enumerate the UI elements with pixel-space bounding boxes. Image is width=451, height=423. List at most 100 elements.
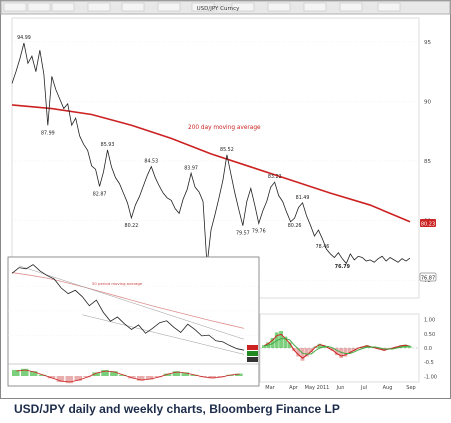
annotation-83.22: 83.22 [268,174,282,180]
weekly-tag-3 [247,357,258,362]
daily-x-tick: Jun [336,385,345,391]
daily-y-tick-85: 85 [424,159,431,165]
toolbar-button-5[interactable] [121,2,145,12]
weekly-macd-bar [217,376,225,378]
daily-macd-bar [352,348,356,351]
daily-macd-bar [287,342,292,348]
weekly-inset: 50 period moving average [7,256,260,387]
toolbar-button-1[interactable] [3,2,27,12]
weekly-macd-bar [128,376,136,379]
daily-y-tick-95: 95 [424,40,431,46]
annotation-94.99: 94.99 [17,35,31,41]
annotation-85.93: 85.93 [101,142,115,148]
toolbar-button-6[interactable] [157,2,181,12]
weekly-macd-bar [172,371,181,376]
daily-x-tick: May 2011 [305,385,330,391]
daily-macd-bar [279,331,283,348]
toolbar-button-3[interactable] [51,2,75,12]
daily-macd-bar [309,348,313,353]
weekly-macd-bar [92,372,100,376]
weekly-ma-line [11,272,245,329]
toolbar-buttons [3,2,401,12]
weekly-macd-bar [181,372,190,376]
current-price-tag-box [419,272,437,282]
bloomberg-toolbar: USD/JPY Curncy [0,0,451,15]
daily-macd-y-axis: 1.00 0.50 0.0 -0.5 -1.00 [424,318,437,381]
weekly-trendline-lower [82,314,245,355]
weekly-macd-bar [38,374,47,376]
macd-y-tick: 0.50 [424,332,435,338]
annotation-80.26: 80.26 [288,223,302,229]
annotation-80.22: 80.22 [125,223,139,229]
chart-caption: USD/JPY daily and weekly charts, Bloombe… [14,402,340,416]
daily-y-tick-90: 90 [424,99,431,105]
weekly-macd-bar [101,370,109,376]
weekly-inset-border [7,256,260,387]
daily-macd-bar [317,343,322,348]
weekly-macd-bar [12,370,20,376]
weekly-macd-bar [83,376,91,378]
toolbar-button-8[interactable] [231,2,255,12]
daily-macd-bar [283,336,288,348]
daily-macd-bar [304,348,309,357]
daily-x-tick: Mar [265,385,275,391]
weekly-macd-bar [110,371,118,376]
weekly-macd-bar [190,374,199,376]
annotation-78.46: 78.46 [316,244,330,250]
daily-macd-bar [407,345,412,348]
daily-gridlines [12,41,419,281]
last-price-tag-box [420,219,436,227]
weekly-macd-bar [235,373,243,376]
macd-y-tick: 0.0 [424,346,432,352]
price-annotations: 94.99 87.99 82.87 85.93 80.22 84.53 80.26 83.97… [17,35,351,276]
weekly-macd-bar [47,376,56,379]
weekly-macd-bar [29,371,38,376]
price-line [11,42,411,266]
ma-label: 200 day moving average [188,125,261,131]
daily-macd-signal [264,338,410,355]
weekly-ma-legend: 50 period moving average [92,281,143,286]
daily-macd-bar [296,348,301,357]
daily-macd-bar [270,338,275,348]
weekly-macd-bar [65,376,74,384]
weekly-price-line [11,264,245,351]
toolbar-button-7[interactable] [191,2,215,12]
daily-macd-bar [343,348,348,357]
daily-macd-line [263,333,410,359]
toolbar-button-10[interactable] [303,2,327,12]
moving-average-line [11,104,411,223]
toolbar-button-11[interactable] [339,2,363,12]
daily-plot-area [11,17,420,299]
weekly-macd-bar [119,374,127,376]
weekly-macd-bar [208,376,216,379]
annotation-84.53: 84.53 [144,159,158,165]
macd-y-tick: -1.00 [424,374,437,380]
weekly-macd-bar [56,376,65,382]
annotation-81.49: 81.49 [296,195,310,201]
daily-macd-bar [334,348,339,356]
toolbar-bar [0,0,451,15]
daily-macd-bar [262,345,266,348]
annotation-79.76: 79.76 [252,228,266,234]
toolbar-button-2[interactable] [27,2,51,12]
weekly-macd-bar [154,376,163,378]
annotation-76.79: 76.79 [335,264,351,270]
last-price-tag: 80.23 [420,219,436,228]
daily-x-tick: Aug [383,385,393,391]
toolbar-button-4[interactable] [87,2,111,12]
weekly-trendline-upper [18,265,245,340]
weekly-macd-bar [74,376,83,381]
annotation-85.52: 85.52 [220,147,234,153]
daily-x-tick: Sep [406,385,415,391]
annotation-82.87: 82.87 [93,191,107,197]
annotation-79.57: 79.57 [236,231,250,237]
last-price-tag-label: 80.23 [421,222,435,228]
daily-chart: 9590858075 94.9987.9982.8785.9380.2284.5… [11,17,437,299]
weekly-macd-bar [20,368,29,376]
current-price-tag-label: 76.87 [421,276,435,282]
toolbar-button-12[interactable] [377,2,401,12]
toolbar-button-9[interactable] [267,2,291,12]
daily-macd-bar [347,348,352,354]
weekly-macd-bar [136,376,145,381]
daily-x-axis: Mar Apr May 2011 Jun Jul Aug Sep [265,385,415,391]
